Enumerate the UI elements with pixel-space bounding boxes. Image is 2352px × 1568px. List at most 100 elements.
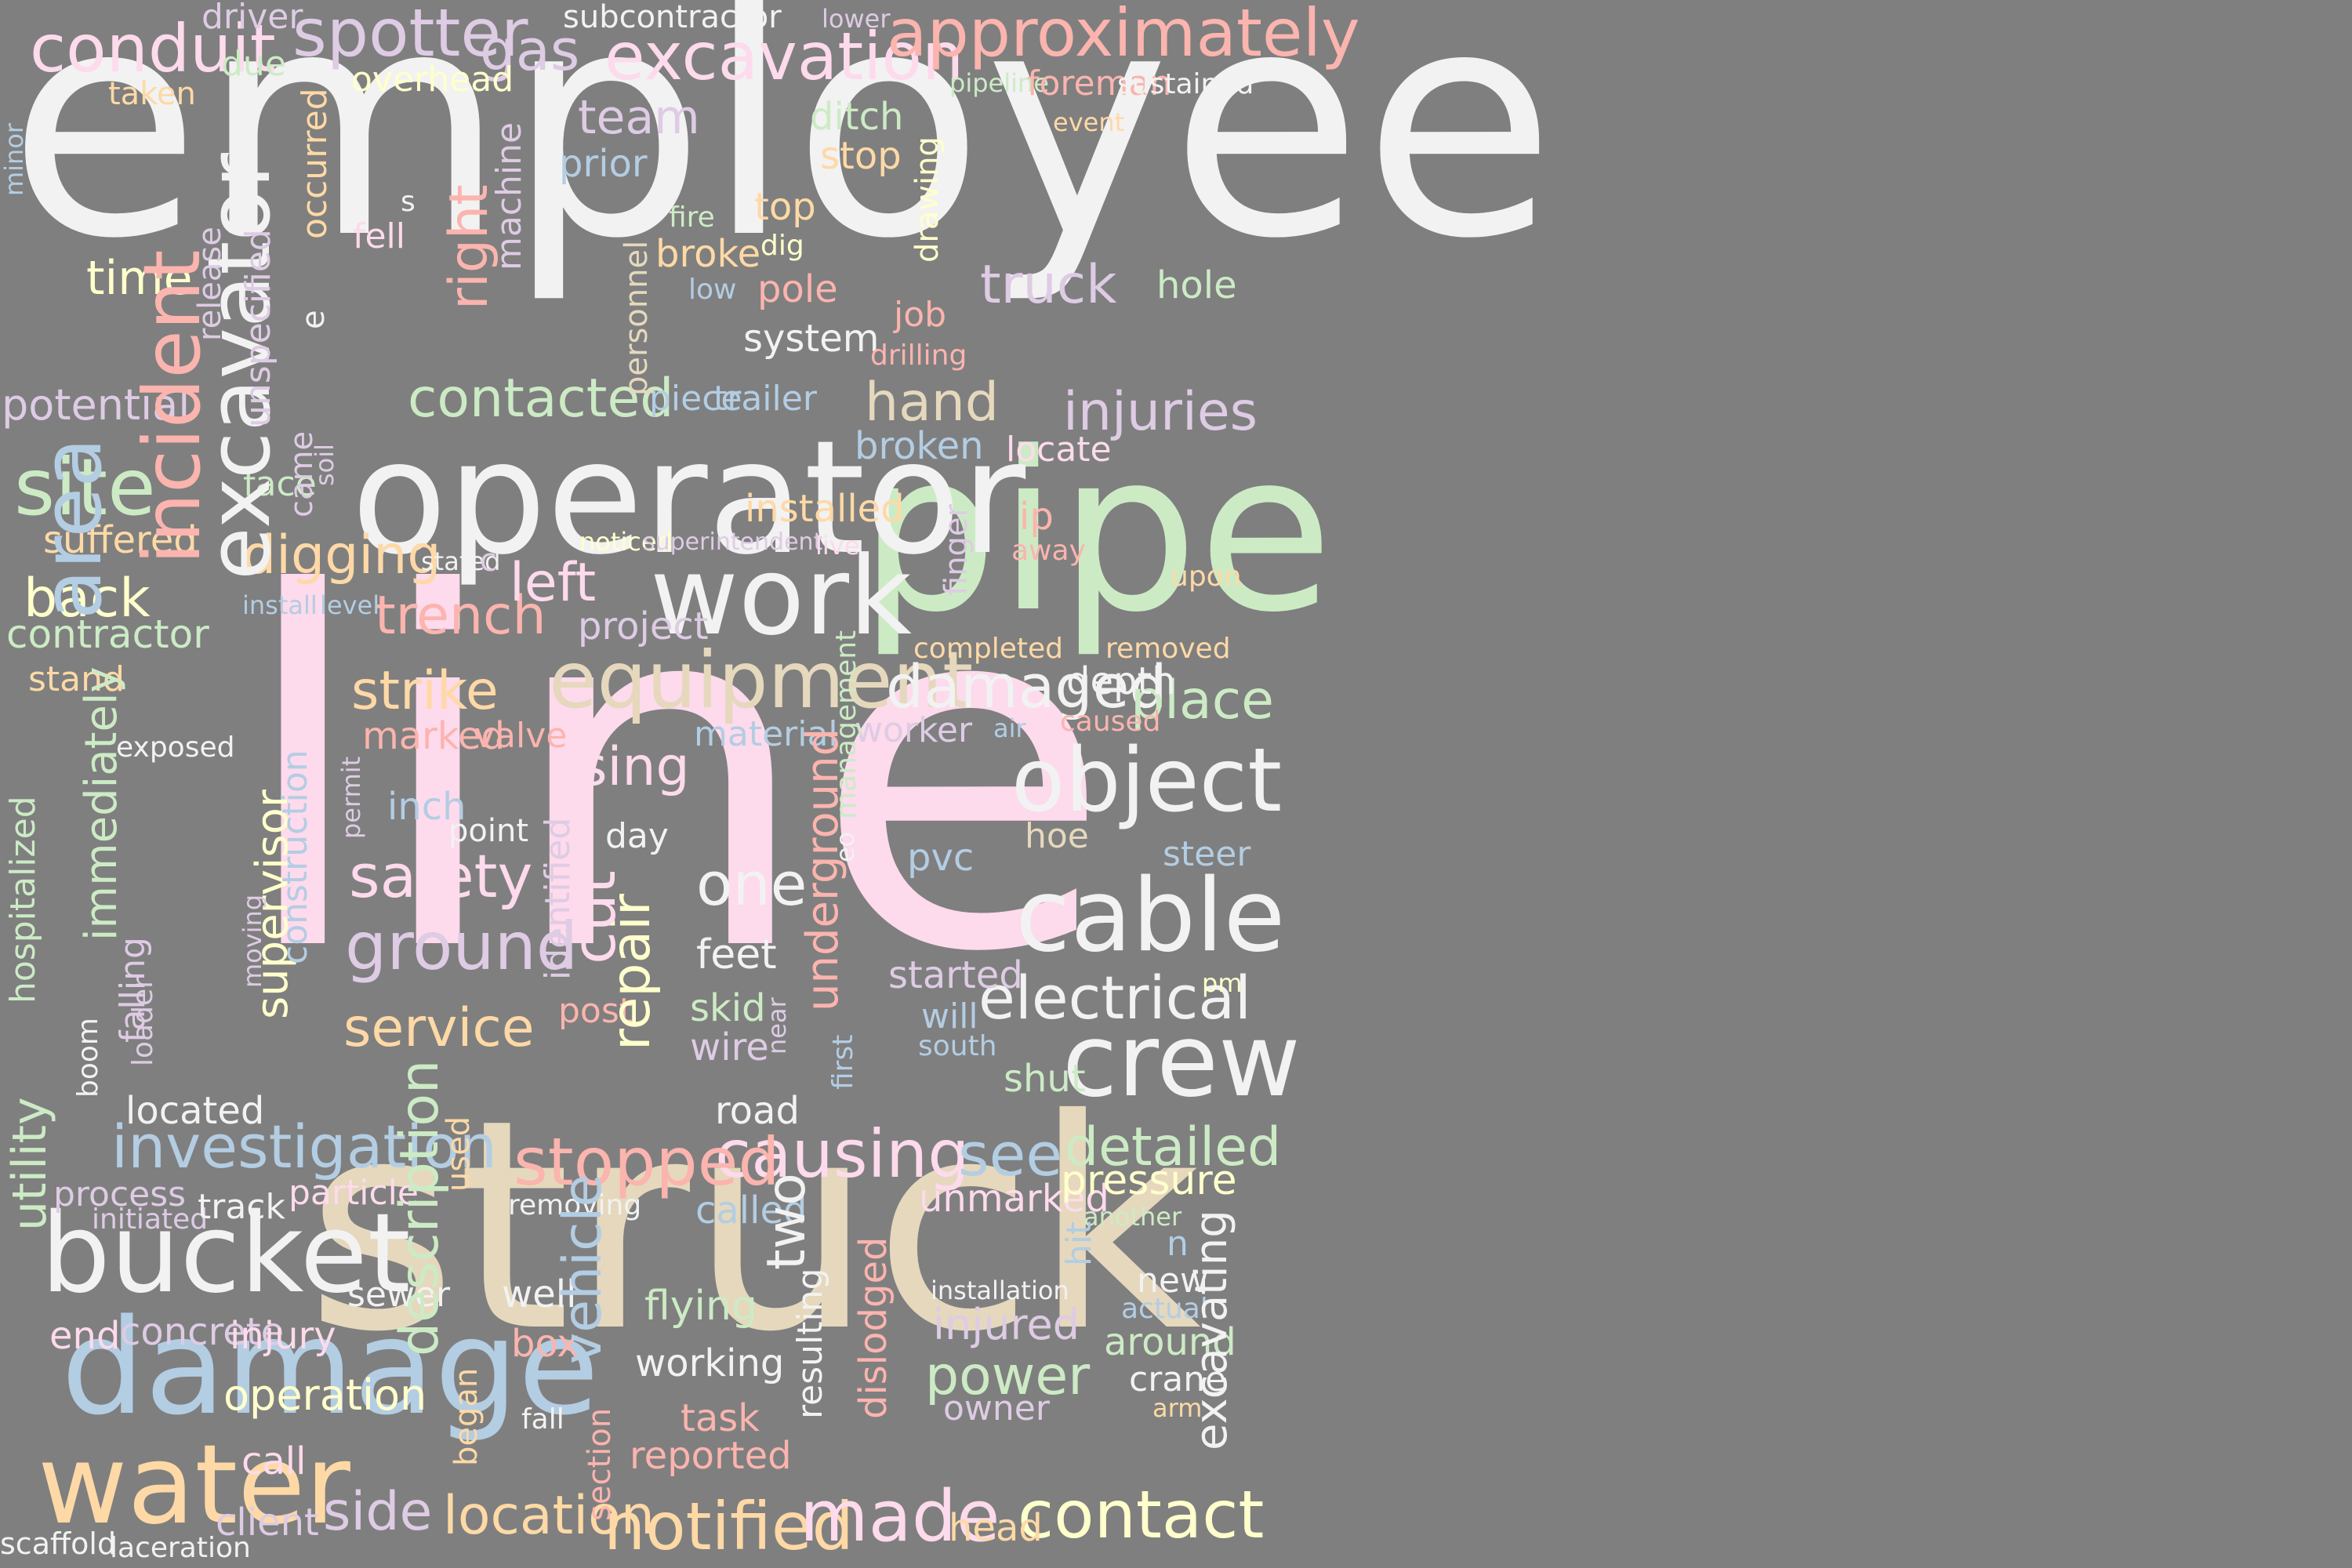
word-completed: completed [913, 633, 1064, 665]
word-section: section [582, 1407, 618, 1521]
word-locate: locate [1006, 430, 1112, 470]
word-struck: struck [306, 1058, 1202, 1396]
word-place: place [1131, 670, 1274, 731]
word-another: another [1083, 1202, 1182, 1232]
word-fell: fell [353, 216, 406, 256]
word-truck: truck [980, 254, 1117, 316]
word-lower: lower [822, 4, 891, 34]
word-ip: ip [1019, 495, 1054, 539]
word-owner: owner [943, 1388, 1050, 1428]
word-noticed: noticed [579, 527, 673, 557]
word-n: n [1167, 1224, 1189, 1264]
word-installation: installation [931, 1276, 1069, 1305]
word-contractor: contractor [6, 612, 209, 657]
word-track: track [198, 1187, 285, 1227]
word-power: power [925, 1345, 1091, 1407]
word-left: left [510, 552, 597, 614]
word-foreman: foreman [1027, 64, 1172, 103]
word-first: first [827, 1034, 859, 1090]
word-scaffold: scaffold [0, 1526, 117, 1561]
word-injuries: injuries [1063, 381, 1258, 443]
word-project: project [578, 604, 709, 648]
word-low: low [688, 274, 737, 306]
word-equipment: equipment [549, 634, 974, 726]
word-depth: depth [1066, 659, 1176, 703]
word-utility: utility [2, 1097, 57, 1231]
word-install: install [242, 590, 318, 620]
word-subcontractor: subcontractor [563, 0, 782, 35]
word-new: new [1137, 1261, 1208, 1301]
word-investigation: investigation [111, 1112, 497, 1181]
word-event: event [1053, 107, 1125, 137]
word-time: time [86, 251, 193, 306]
word-site: site [14, 441, 156, 533]
word-personnel: personnel [619, 240, 655, 396]
word-causing: causing [715, 1116, 970, 1192]
word-located: located [125, 1089, 265, 1133]
word-moving: moving [238, 894, 267, 988]
word-hit: hit [1059, 1221, 1099, 1266]
word-client: client [216, 1501, 319, 1544]
word-drilling: drilling [870, 339, 967, 372]
word-will: will [921, 996, 978, 1036]
word-permit: permit [336, 756, 366, 839]
word-initiated: initiated [92, 1203, 209, 1236]
word-level: level [320, 590, 380, 620]
word-stated: stated [421, 546, 501, 576]
word-management: management [830, 630, 862, 819]
word-machine: machine [489, 122, 529, 270]
word-pvc: pvc [907, 836, 975, 880]
word-pressure: pressure [1061, 1157, 1237, 1204]
word-spotter: spotter [292, 0, 528, 71]
word-suffered: suffered [43, 518, 198, 562]
word-began: began [448, 1367, 485, 1466]
word-laceration: laceration [110, 1532, 251, 1564]
word-dig: dig [760, 230, 804, 262]
word-post: post [558, 991, 633, 1031]
word-shut: shut [1004, 1057, 1086, 1101]
word-pm: pm [1202, 968, 1243, 998]
word-resulting: resulting [790, 1268, 830, 1419]
word-loader: loader [127, 977, 159, 1066]
word-soil: soil [310, 443, 339, 486]
word-sewer: sewer [347, 1275, 451, 1315]
word-material: material [694, 714, 838, 754]
word-unmarked: unmarked [919, 1177, 1109, 1221]
word-notified: notified [604, 1488, 854, 1565]
word-gas: gas [480, 17, 580, 83]
word-away: away [1011, 535, 1086, 567]
word-job: job [894, 295, 947, 335]
word-flying: flying [644, 1283, 757, 1330]
word-finger: finger [938, 504, 975, 596]
word-overhead: overhead [351, 60, 514, 100]
word-head: head [949, 1506, 1043, 1550]
word-identified: identified [538, 817, 578, 980]
word-detailed: detailed [1065, 1116, 1282, 1178]
word-cable: cable [1015, 858, 1286, 975]
word-crew: crew [1062, 1003, 1301, 1120]
word-operation: operation [223, 1370, 427, 1420]
word-actual: actual [1121, 1293, 1208, 1325]
word-skid: skid [690, 986, 766, 1030]
word-hospitalized: hospitalized [3, 796, 43, 1004]
word-excavation: excavation [604, 18, 964, 95]
word-box: box [511, 1322, 579, 1366]
word-electrical: electrical [978, 963, 1252, 1033]
word-service: service [343, 997, 535, 1059]
word-worker: worker [855, 710, 973, 750]
word-driver: driver [201, 0, 303, 37]
word-started: started [888, 953, 1023, 997]
word-boom: boom [72, 1018, 104, 1098]
word-reported: reported [630, 1434, 792, 1478]
word-pipeline: pipeline [949, 68, 1049, 98]
word-hand: hand [865, 372, 1000, 434]
word-stand: stand [28, 659, 125, 699]
word-around: around [1104, 1320, 1236, 1364]
word-particle: particle [289, 1173, 419, 1213]
word-water: water [38, 1421, 350, 1549]
word-two: two [756, 1173, 818, 1270]
word-stop: stop [820, 134, 902, 178]
word-damage: area [24, 437, 120, 619]
word-release: release [192, 227, 228, 341]
word-work: work [650, 533, 912, 659]
